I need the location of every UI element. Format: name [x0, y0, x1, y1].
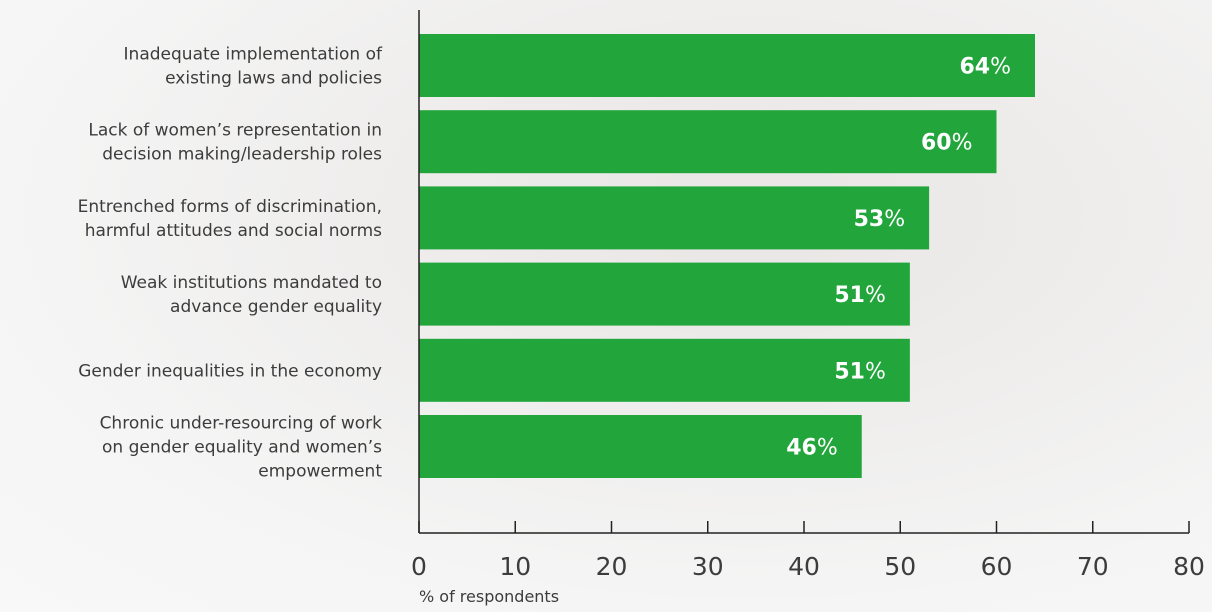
- data-label-4: 51%: [834, 359, 886, 384]
- bar-2: [419, 186, 930, 250]
- category-labels: Inadequate implementation of existing law…: [78, 45, 383, 482]
- category-label-1: Lack of women’s representation in decisio…: [88, 121, 382, 165]
- bar-0: [419, 34, 1035, 97]
- data-label-1: 60%: [921, 131, 973, 156]
- x-axis: 0 10 20 30 40 50 60 70 80: [411, 10, 1205, 581]
- x-axis-title: % of respondents: [419, 587, 559, 606]
- category-label-3: Weak institutions mandated to advance gen…: [121, 273, 382, 317]
- bar-1: [419, 110, 997, 174]
- bar-5: [419, 415, 862, 478]
- x-tick-label-5: 50: [884, 552, 916, 581]
- category-label-0: Inadequate implementation of existing law…: [124, 45, 383, 89]
- category-label-4: Gender inequalities in the economy: [78, 361, 382, 381]
- bars: 64% 60% 53% 51% 51% 46%: [419, 34, 1035, 478]
- x-tick-label-6: 60: [981, 552, 1013, 581]
- data-label-3: 51%: [834, 283, 886, 308]
- x-tick-label-3: 30: [692, 552, 724, 581]
- x-tick-label-4: 40: [788, 552, 820, 581]
- x-tick-label-2: 20: [596, 552, 628, 581]
- bar-4: [419, 338, 910, 402]
- data-label-0: 64%: [959, 55, 1011, 80]
- x-tick-label-0: 0: [411, 552, 427, 581]
- data-label-2: 53%: [854, 207, 906, 232]
- bar-3: [419, 262, 910, 326]
- data-label-5: 46%: [786, 436, 838, 461]
- x-tick-label-8: 80: [1173, 552, 1205, 581]
- x-tick-label-7: 70: [1077, 552, 1109, 581]
- category-label-2: Entrenched forms of discrimination, harmf…: [78, 197, 383, 241]
- category-label-5: Chronic under-resourcing of work on gende…: [100, 414, 383, 482]
- x-tick-label-1: 10: [499, 552, 531, 581]
